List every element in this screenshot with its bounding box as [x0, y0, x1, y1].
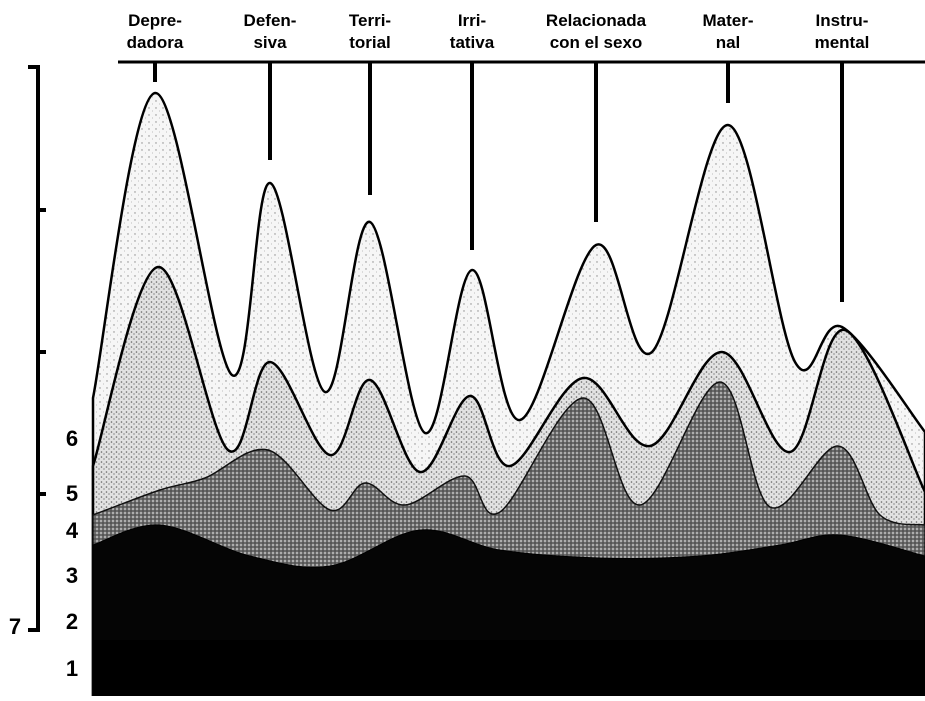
level-label: 4 [66, 518, 79, 543]
column-label: Terri- [349, 11, 391, 30]
aggression-diagram: 7 Depre-dadora Defen-siva Terri-torial Irri… [0, 0, 925, 696]
column-label: Instru- [816, 11, 869, 30]
column-label: torial [349, 33, 391, 52]
column-label: Relacionada [546, 11, 647, 30]
column-label: Irri- [458, 11, 486, 30]
scale-bracket [28, 65, 46, 632]
level-label: 2 [66, 609, 78, 634]
column-label: Defen- [244, 11, 297, 30]
column-label: Depre- [128, 11, 182, 30]
layers [93, 93, 925, 696]
level-label: 6 [66, 426, 78, 451]
level-label: 1 [66, 656, 78, 681]
base [93, 640, 925, 696]
column-label: nal [716, 33, 741, 52]
column-label: dadora [127, 33, 184, 52]
level-label: 3 [66, 563, 78, 588]
scale-label: 7 [9, 614, 21, 639]
column-label: tativa [450, 33, 495, 52]
column-label: siva [253, 33, 287, 52]
column-label: con el sexo [550, 33, 643, 52]
level-label: 5 [66, 481, 78, 506]
column-label: mental [815, 33, 870, 52]
column-label: Mater- [702, 11, 753, 30]
